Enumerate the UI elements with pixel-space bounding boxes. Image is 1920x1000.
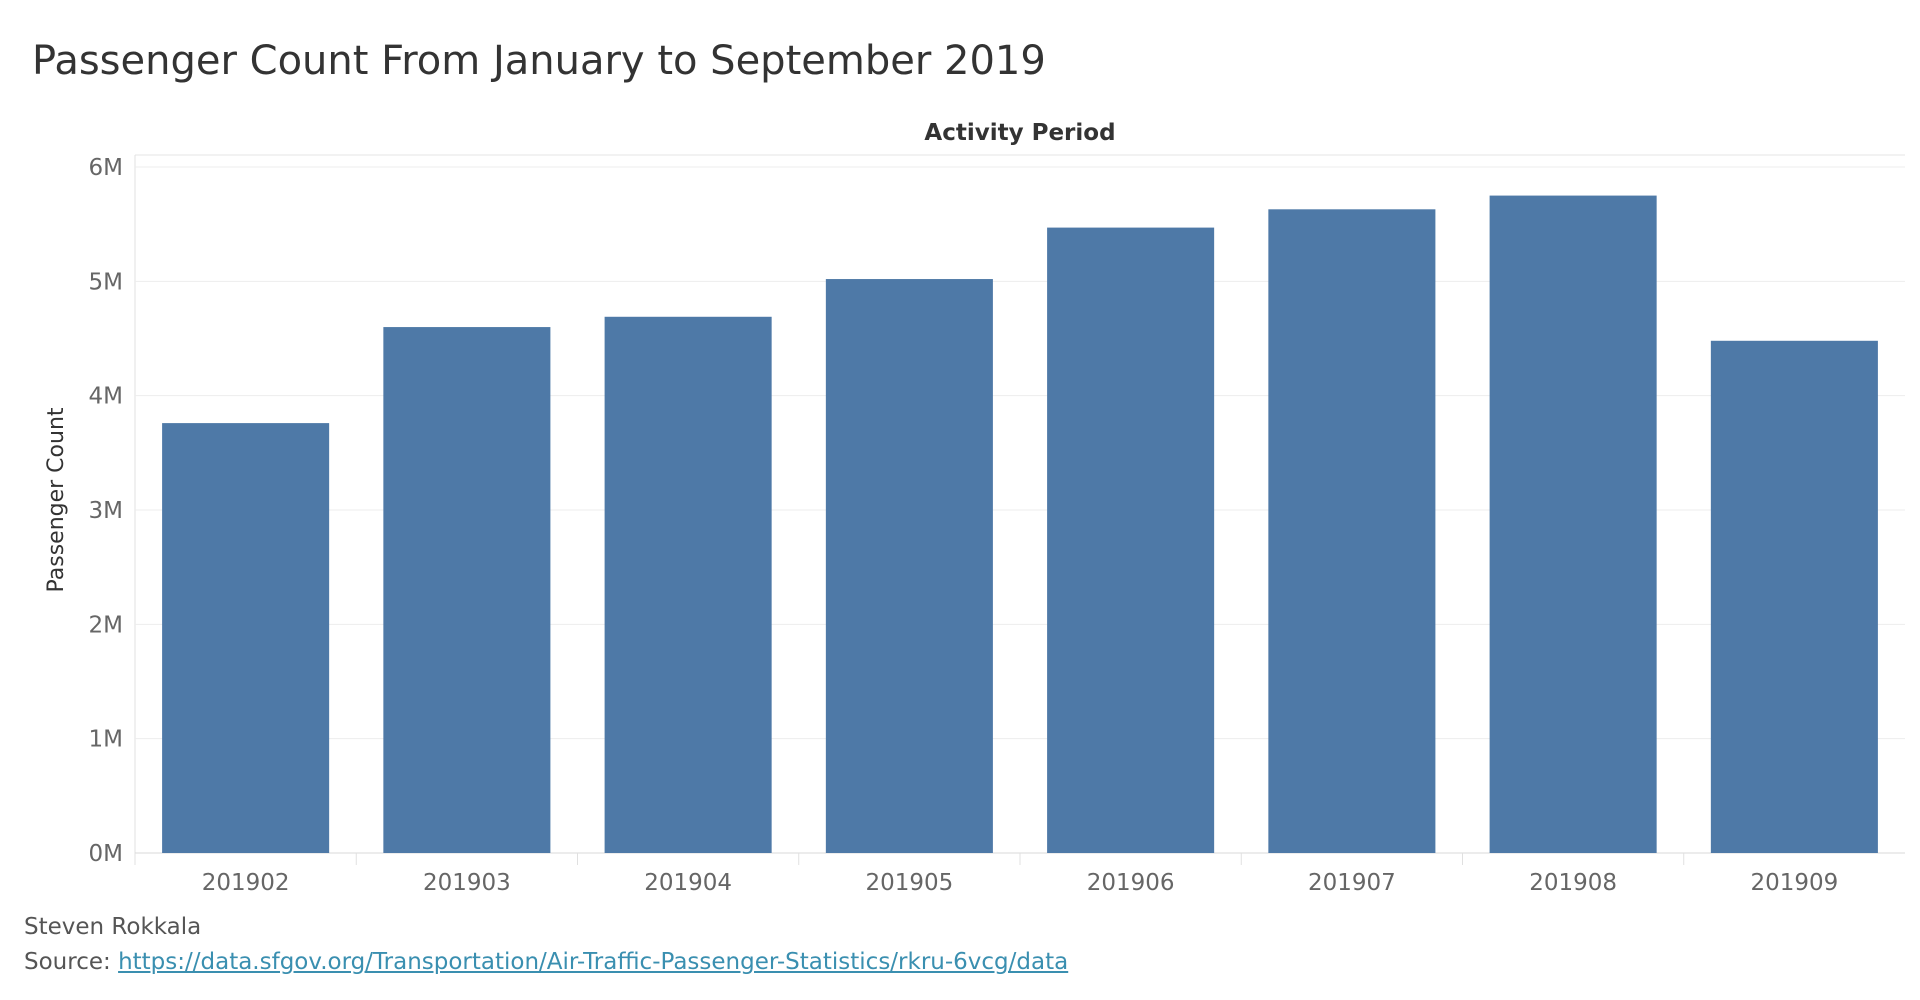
x-tick-label: 201904 (644, 870, 732, 896)
x-axis-ticks: 201902 201903 201904 201905 201906 201907 2019… (134, 853, 1838, 896)
x-tick-label: 201908 (1529, 870, 1617, 896)
bar-201905 (825, 279, 993, 854)
bar-201909 (1710, 340, 1878, 854)
bar-201906 (1047, 227, 1215, 853)
y-tick-label: 2M (89, 612, 123, 638)
bar-201908 (1489, 195, 1657, 854)
x-tick-label: 201906 (1087, 870, 1175, 896)
x-tick-label: 201909 (1750, 870, 1838, 896)
source-link[interactable]: https://data.sfgov.org/Transportation/Ai… (118, 949, 1069, 975)
y-axis-ticks: 0M 1M 2M 3M 4M 5M 6M (89, 155, 123, 867)
y-axis-title: Passenger Count (44, 407, 69, 592)
y-tick-label: 5M (89, 269, 123, 295)
x-tick-label: 201907 (1308, 870, 1396, 896)
y-tick-label: 1M (89, 727, 123, 753)
bar-201902 (162, 423, 330, 853)
author-credit: Steven Rokkala (24, 914, 202, 940)
chart-title: Passenger Count From January to Septembe… (32, 38, 1046, 84)
x-tick-label: 201903 (423, 870, 511, 896)
bar-201907 (1268, 209, 1436, 853)
bars (162, 195, 1878, 854)
y-tick-label: 0M (89, 841, 123, 867)
bar-chart: Activity Period Passenger Count 0M 1M 2M 3M… (44, 120, 1905, 896)
source-line: Source: https://data.sfgov.org/Transport… (24, 949, 1068, 975)
y-tick-label: 6M (89, 155, 123, 181)
bar-201904 (604, 316, 772, 853)
bar-201903 (383, 327, 551, 854)
y-tick-label: 4M (89, 384, 123, 410)
x-axis-title: Activity Period (924, 120, 1115, 146)
source-prefix: Source: (24, 949, 119, 975)
x-tick-label: 201905 (865, 870, 953, 896)
y-tick-label: 3M (89, 498, 123, 524)
x-tick-label: 201902 (202, 870, 290, 896)
